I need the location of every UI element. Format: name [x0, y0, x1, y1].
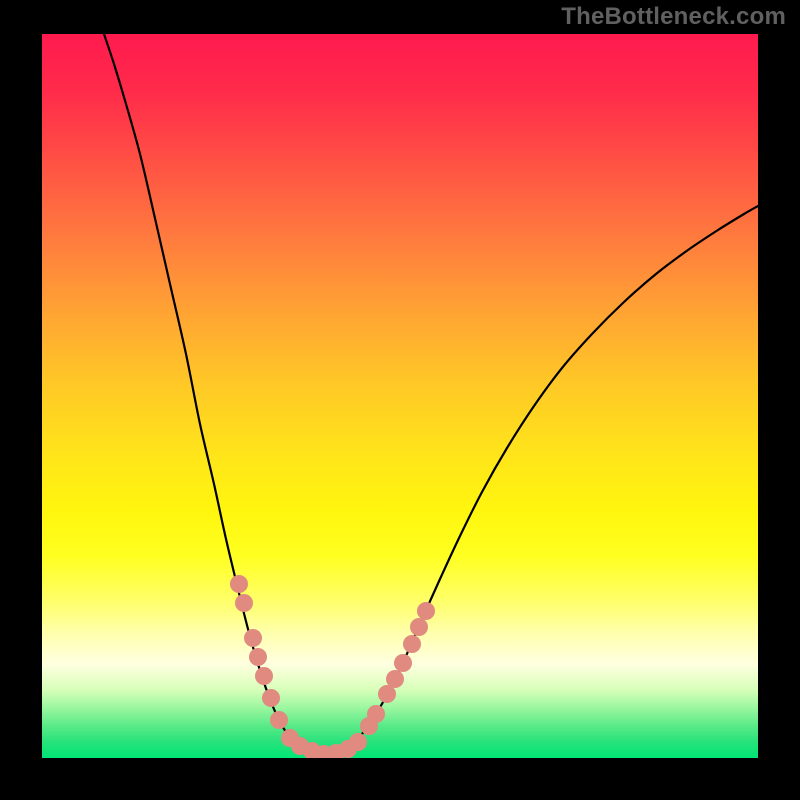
marker-right-1	[367, 705, 385, 723]
marker-right-3	[386, 670, 404, 688]
marker-left-5	[262, 689, 280, 707]
marker-left-4	[255, 667, 273, 685]
marker-bottom-6	[349, 733, 367, 751]
marker-left-3	[249, 648, 267, 666]
marker-left-6	[270, 711, 288, 729]
marker-right-5	[403, 635, 421, 653]
watermark-text: TheBottleneck.com	[561, 3, 786, 31]
marker-left-2	[244, 629, 262, 647]
marker-right-6	[410, 618, 428, 636]
curves-layer	[42, 34, 758, 758]
plot-area	[42, 34, 758, 758]
curve-left	[104, 34, 330, 754]
marker-left-1	[235, 594, 253, 612]
marker-right-7	[417, 602, 435, 620]
marker-left-0	[230, 575, 248, 593]
marker-right-4	[394, 654, 412, 672]
